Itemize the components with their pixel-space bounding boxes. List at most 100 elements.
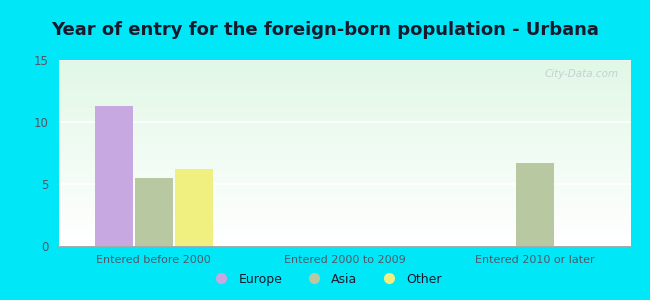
Bar: [58, 102, 630, 103]
Bar: [58, 216, 630, 217]
Bar: [58, 66, 630, 67]
Bar: [58, 171, 630, 172]
Bar: [58, 206, 630, 207]
Bar: [58, 110, 630, 111]
Bar: [58, 91, 630, 92]
Bar: [58, 122, 630, 123]
Bar: [58, 92, 630, 94]
Bar: [58, 170, 630, 171]
Bar: [58, 160, 630, 161]
Bar: [58, 228, 630, 229]
Bar: [58, 118, 630, 119]
Bar: [58, 223, 630, 224]
Bar: [58, 156, 630, 157]
Bar: [58, 233, 630, 234]
Bar: [58, 164, 630, 165]
Bar: [58, 120, 630, 122]
Bar: [58, 147, 630, 148]
Bar: [58, 219, 630, 220]
Bar: [516, 163, 554, 246]
Bar: [58, 89, 630, 90]
Bar: [58, 162, 630, 163]
Bar: [58, 135, 630, 136]
Bar: [58, 103, 630, 104]
Bar: [58, 166, 630, 167]
Bar: [58, 163, 630, 164]
Bar: [58, 82, 630, 83]
Bar: [58, 174, 630, 175]
Bar: [58, 242, 630, 243]
Bar: [58, 198, 630, 199]
Bar: [58, 232, 630, 233]
Bar: [58, 221, 630, 222]
Bar: [58, 238, 630, 239]
Bar: [58, 230, 630, 231]
Bar: [58, 208, 630, 209]
Bar: [58, 180, 630, 181]
Bar: [58, 215, 630, 216]
Bar: [58, 62, 630, 63]
Bar: [58, 154, 630, 155]
Bar: [58, 178, 630, 179]
Bar: [58, 160, 630, 161]
Bar: [58, 222, 630, 223]
Bar: [58, 211, 630, 212]
Bar: [58, 193, 630, 194]
Bar: [58, 243, 630, 244]
Bar: [58, 99, 630, 100]
Bar: [58, 234, 630, 235]
Bar: [58, 244, 630, 245]
Bar: [58, 231, 630, 232]
Bar: [58, 86, 630, 87]
Bar: [58, 72, 630, 73]
Bar: [58, 202, 630, 203]
Bar: [58, 236, 630, 237]
Bar: [58, 146, 630, 147]
Bar: [58, 78, 630, 79]
Bar: [58, 118, 630, 119]
Bar: [58, 60, 630, 61]
Bar: [58, 136, 630, 137]
Bar: [58, 73, 630, 74]
Bar: [58, 124, 630, 125]
Bar: [58, 144, 630, 145]
Bar: [58, 181, 630, 182]
Bar: [58, 75, 630, 76]
Bar: [58, 143, 630, 144]
Bar: [58, 109, 630, 110]
Bar: [58, 139, 630, 140]
Bar: [58, 138, 630, 139]
Bar: [58, 68, 630, 69]
Bar: [58, 98, 630, 99]
Bar: [58, 148, 630, 149]
Bar: [58, 141, 630, 142]
Bar: [58, 111, 630, 112]
Bar: [58, 76, 630, 77]
Bar: [58, 128, 630, 129]
Bar: [58, 61, 630, 62]
Bar: [58, 191, 630, 192]
Bar: [58, 155, 630, 156]
Bar: [58, 238, 630, 239]
Bar: [58, 169, 630, 170]
Bar: [58, 97, 630, 98]
Text: Year of entry for the foreign-born population - Urbana: Year of entry for the foreign-born popul…: [51, 21, 599, 39]
Bar: [58, 218, 630, 219]
Bar: [175, 169, 213, 246]
Bar: [58, 185, 630, 187]
Bar: [58, 172, 630, 173]
Bar: [58, 161, 630, 162]
Bar: [58, 229, 630, 230]
Bar: [58, 192, 630, 193]
Bar: [58, 226, 630, 227]
Bar: [58, 95, 630, 96]
Bar: [58, 188, 630, 189]
Bar: [58, 145, 630, 146]
Bar: [58, 107, 630, 108]
Bar: [58, 177, 630, 178]
Bar: [58, 207, 630, 208]
Bar: [58, 71, 630, 72]
Bar: [135, 178, 173, 246]
Bar: [58, 115, 630, 116]
Bar: [58, 84, 630, 85]
